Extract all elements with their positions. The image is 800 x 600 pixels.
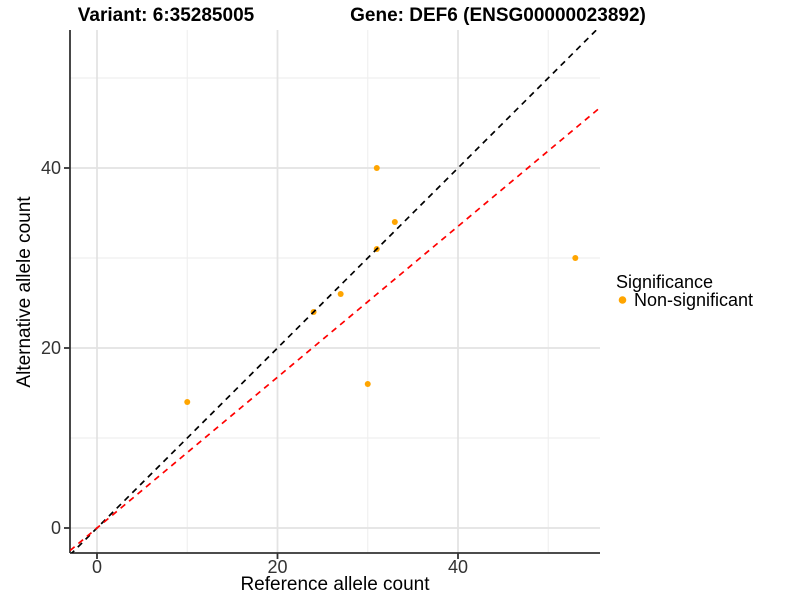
fitted-ratio-line bbox=[70, 107, 600, 552]
y-axis-label: Alternative allele count bbox=[14, 196, 35, 388]
x-tick-label: 40 bbox=[448, 557, 468, 577]
y-tick-label: 40 bbox=[41, 158, 61, 178]
gridlines-major bbox=[70, 30, 600, 553]
legend-title: Significance bbox=[616, 272, 713, 292]
x-tick-label: 0 bbox=[92, 557, 102, 577]
x-tick-label: 20 bbox=[267, 557, 287, 577]
x-axis-label: Reference allele count bbox=[240, 574, 430, 595]
data-points bbox=[184, 165, 579, 405]
data-point bbox=[391, 219, 398, 225]
axis-lines bbox=[69, 30, 600, 554]
data-point bbox=[364, 381, 371, 387]
legend-point-icon bbox=[618, 296, 627, 304]
variant-title: Variant: 6:35285005 bbox=[78, 5, 255, 26]
gridlines-minor bbox=[70, 30, 600, 553]
y-tick-label: 0 bbox=[51, 518, 61, 538]
data-point bbox=[337, 291, 344, 297]
axis-tick-marks bbox=[64, 167, 459, 559]
legend: Significance Non-significant bbox=[616, 272, 753, 310]
data-point bbox=[184, 399, 191, 405]
axis-tick-labels: 0 20 40 0 20 40 bbox=[41, 158, 468, 577]
gene-title: Gene: DEF6 (ENSG00000023892) bbox=[350, 5, 646, 26]
data-point bbox=[572, 255, 579, 261]
data-point bbox=[373, 165, 380, 171]
legend-item-label: Non-significant bbox=[634, 290, 753, 310]
identity-line bbox=[70, 30, 598, 553]
y-tick-label: 20 bbox=[41, 338, 61, 358]
reference-lines bbox=[70, 30, 600, 553]
